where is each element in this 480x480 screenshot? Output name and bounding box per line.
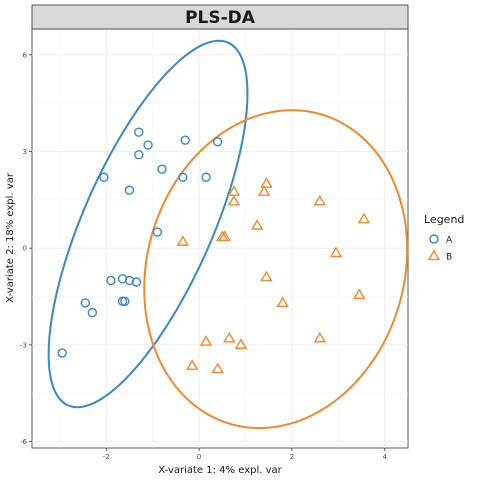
legend-title: Legend bbox=[424, 213, 464, 226]
point-B bbox=[260, 270, 273, 282]
legend: Legend AB bbox=[424, 213, 464, 263]
legend-key-A bbox=[429, 234, 439, 244]
point-A bbox=[80, 298, 91, 308]
x-tick-label: 0 bbox=[197, 453, 201, 461]
point-A bbox=[134, 127, 144, 137]
legend-key-B bbox=[427, 249, 441, 261]
point-B bbox=[257, 185, 271, 196]
y-tick-label: 6 bbox=[23, 51, 28, 59]
point-B bbox=[199, 335, 213, 346]
y-tick-label: -6 bbox=[20, 438, 28, 446]
x-tick-label: 2 bbox=[290, 453, 294, 461]
point-A bbox=[117, 274, 128, 284]
point-B bbox=[313, 194, 327, 206]
point-A bbox=[87, 307, 98, 318]
axis-ticks: -2 0 2 4 -6 -3 0 3 6 bbox=[20, 51, 388, 461]
ellipse-B bbox=[143, 109, 409, 430]
point-B bbox=[260, 177, 273, 188]
point-A bbox=[124, 185, 135, 195]
point-A bbox=[178, 172, 188, 182]
point-B bbox=[357, 212, 371, 224]
point-B bbox=[234, 338, 248, 349]
point-A bbox=[131, 277, 142, 287]
point-A bbox=[57, 348, 67, 358]
point-A bbox=[180, 135, 190, 145]
x-axis-title: X-variate 1: 4% expl. var bbox=[158, 465, 282, 476]
point-A bbox=[212, 137, 223, 147]
point-A bbox=[201, 172, 211, 182]
point-B bbox=[250, 219, 264, 230]
point-A bbox=[152, 227, 163, 237]
x-tick-label: -2 bbox=[103, 453, 110, 461]
point-A bbox=[143, 140, 153, 150]
point-A bbox=[157, 164, 167, 174]
y-axis-title: X-variate 2: 18% expl. var bbox=[5, 172, 16, 303]
x-tick-label: 4 bbox=[383, 453, 388, 461]
confidence-ellipses bbox=[47, 39, 409, 430]
point-A bbox=[99, 172, 109, 182]
point-A bbox=[124, 275, 135, 286]
point-B bbox=[329, 246, 343, 258]
point-B bbox=[223, 331, 236, 343]
point-A bbox=[134, 149, 144, 160]
y-tick-label: 3 bbox=[23, 148, 27, 156]
y-tick-label: -3 bbox=[20, 341, 27, 349]
legend-label-B: B bbox=[446, 253, 452, 263]
point-B bbox=[176, 235, 190, 246]
point-B bbox=[313, 331, 327, 343]
point-A bbox=[120, 296, 130, 307]
y-tick-label: 0 bbox=[23, 245, 27, 253]
point-B bbox=[353, 288, 366, 300]
data-points bbox=[57, 127, 371, 374]
legend-label-A: A bbox=[446, 236, 453, 246]
point-B bbox=[227, 194, 241, 206]
point-B bbox=[218, 230, 231, 241]
point-B bbox=[276, 296, 289, 308]
point-B bbox=[185, 359, 199, 370]
point-A bbox=[106, 275, 116, 286]
point-B bbox=[211, 362, 224, 374]
chart-title: PLS-DA bbox=[185, 8, 256, 28]
ellipse-A bbox=[47, 39, 249, 409]
title-strip bbox=[31, 4, 409, 30]
grid bbox=[32, 29, 408, 448]
